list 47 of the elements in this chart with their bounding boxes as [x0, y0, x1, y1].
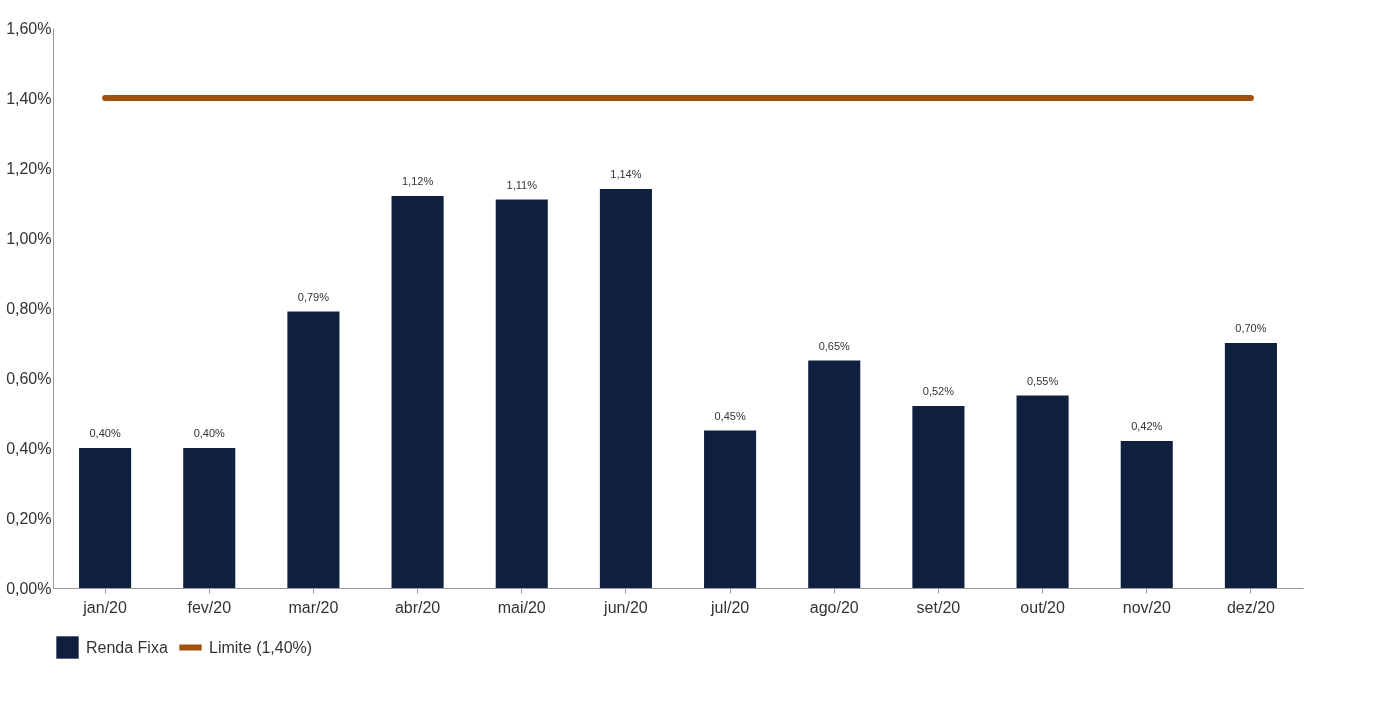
- data-label: 1,11%: [506, 178, 538, 191]
- bar: [1016, 395, 1069, 588]
- y-tick-label: 0,60%: [6, 369, 52, 387]
- y-tick-label: 0,80%: [6, 299, 52, 317]
- y-tick-label: 1,40%: [6, 89, 52, 107]
- bar: [704, 430, 757, 588]
- bar: [391, 196, 444, 588]
- x-tick-label: fev/20: [187, 598, 232, 616]
- bar: [1224, 343, 1277, 588]
- data-label: 0,42%: [1131, 420, 1163, 432]
- x-tick-label: jun/20: [603, 598, 648, 616]
- x-tick-label: dez/20: [1226, 598, 1276, 616]
- legend-label: Limite (1,40%): [209, 638, 313, 656]
- y-tick-label: 0,20%: [6, 509, 52, 527]
- x-tick-label: abr/20: [394, 598, 441, 616]
- x-tick-label: set/20: [916, 598, 961, 616]
- data-label: 1,14%: [610, 168, 642, 180]
- legend-label: Renda Fixa: [86, 638, 168, 656]
- data-label: 0,45%: [714, 409, 746, 422]
- y-tick-label: 1,60%: [6, 19, 52, 37]
- data-label: 1,12%: [401, 175, 434, 187]
- bar: [599, 189, 652, 588]
- x-tick-label: out/20: [1020, 598, 1065, 616]
- x-tick-label: mar/20: [288, 598, 339, 616]
- y-tick-label: 1,20%: [6, 159, 52, 177]
- bar: [912, 406, 965, 588]
- data-label: 0,65%: [818, 339, 851, 352]
- y-tick-label: 1,00%: [6, 229, 52, 247]
- bar: [1120, 441, 1173, 588]
- bar: [287, 311, 340, 588]
- y-tick-label: 0,40%: [6, 439, 52, 457]
- bar: [495, 199, 548, 588]
- x-tick-label: mai/20: [497, 598, 546, 616]
- x-tick-label: ago/20: [809, 598, 859, 616]
- x-tick-label: jan/20: [82, 598, 127, 616]
- data-label: 0,52%: [922, 385, 955, 397]
- x-tick-label: jul/20: [709, 598, 750, 616]
- data-label: 0,70%: [1235, 322, 1267, 334]
- data-label: 0,40%: [193, 427, 226, 439]
- bar: [183, 448, 236, 588]
- data-label: 0,55%: [1026, 374, 1059, 387]
- data-label: 0,40%: [89, 427, 121, 439]
- bar: [79, 448, 132, 588]
- data-label: 0,79%: [297, 290, 330, 303]
- bar: [808, 360, 861, 588]
- y-tick-label: 0,00%: [6, 579, 52, 597]
- x-tick-label: nov/20: [1122, 598, 1171, 616]
